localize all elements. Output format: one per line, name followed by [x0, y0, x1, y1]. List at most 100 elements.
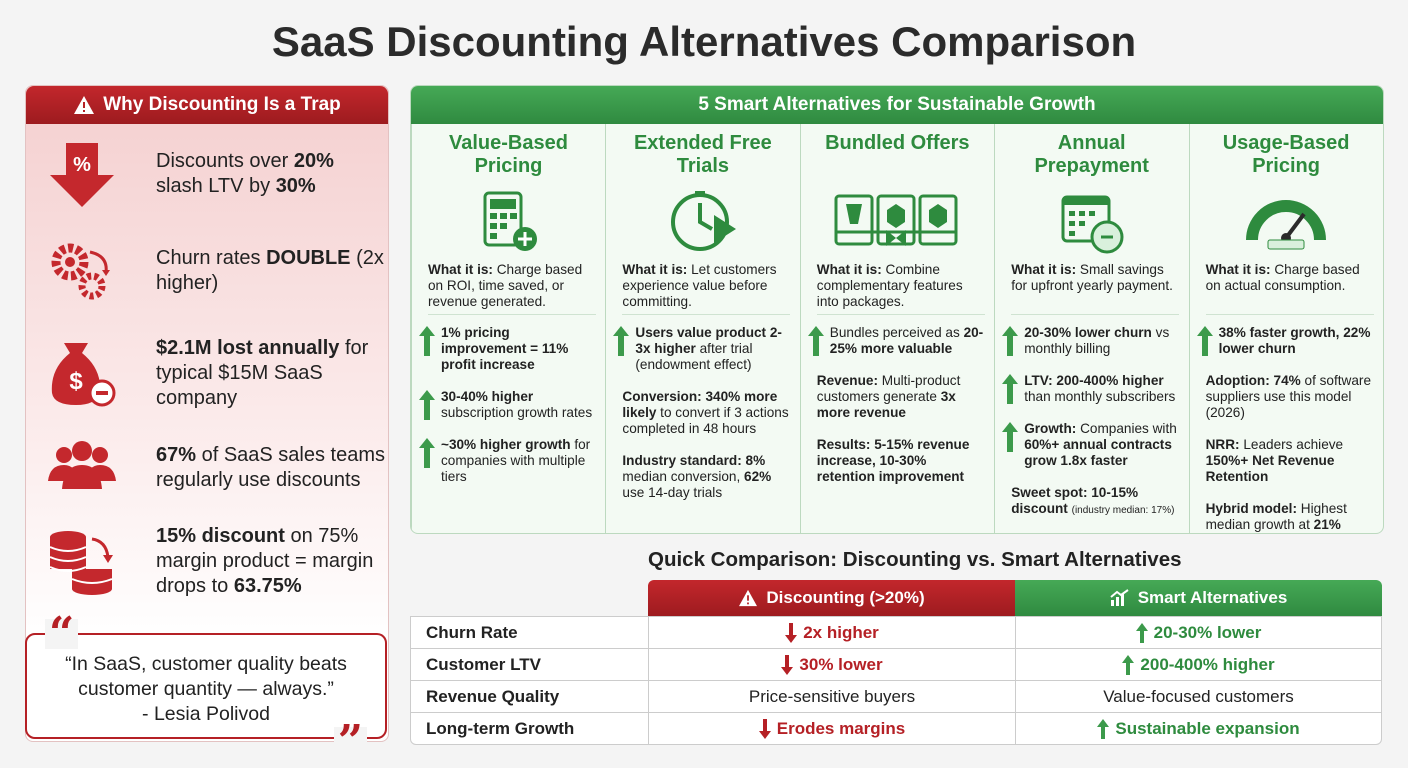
text-run: Leaders achieve [1239, 437, 1344, 452]
bold-run: Growth: [1024, 421, 1077, 436]
trap-icon [49, 530, 113, 595]
table-header: Smart Alternatives [1015, 580, 1382, 616]
text-run: median conversion, [622, 469, 745, 484]
up-arrow [1002, 422, 1019, 452]
text-run: use 14-day trials [622, 485, 723, 500]
discounting-cell: Price-sensitive buyers [648, 680, 1016, 713]
alternatives-panel: 5 Smart Alternatives for Sustainable Gro… [410, 85, 1384, 534]
divider [1205, 314, 1374, 315]
down-arrow [785, 622, 798, 643]
trap-icon [48, 441, 116, 489]
cell-text: 20-30% lower [1153, 622, 1262, 642]
highlight: LTV: 200-400% higher than monthly subscr… [1002, 373, 1179, 405]
text-run: Discounts over [156, 150, 294, 172]
text-run: Charge based on actual consumption. [1205, 262, 1360, 293]
bold-run: 30% [275, 175, 316, 197]
column-icon [1199, 182, 1374, 262]
quote-mark: “ [45, 612, 79, 656]
divider [428, 314, 596, 315]
what-it-is: What it is: Charge based on actual consu… [1206, 262, 1374, 310]
up-arrow [1097, 718, 1110, 739]
bold-run: What it is: [1205, 262, 1271, 277]
column-title: Bundled Offers [825, 132, 970, 154]
bold-run: What it is: [428, 262, 493, 277]
text-run: after trial (endowment effect) [635, 341, 753, 372]
trap-text: $2.1M lost annually for typical $15M Saa… [156, 336, 386, 411]
row-label: Long-term Growth [410, 712, 649, 745]
note: Conversion: 340% more likely to convert … [622, 389, 790, 437]
note: NRR: Leaders achieve 150%+ Net Revenue R… [1206, 437, 1374, 485]
row-label: Customer LTV [410, 648, 649, 681]
header-text: Discounting (>20%) [766, 588, 925, 607]
column-icon [1004, 182, 1179, 262]
row-label: Revenue Quality [410, 680, 649, 713]
text-run: slash LTV by [156, 175, 276, 197]
highlight-text: 30-40% higher subscription growth rates [441, 389, 596, 421]
alternative-column: Usage-Based Pricing What it is: Charge ba… [1188, 124, 1383, 533]
icon-graphic [483, 191, 537, 251]
trap-item: % Discounts over 20% slash LTV by 30% [46, 139, 386, 209]
quote-mark: ” [333, 720, 367, 764]
cell-text: Erodes margins [776, 718, 906, 738]
bold-run: LTV: 200-400% higher [1024, 373, 1164, 388]
text-run: Bundles perceived as [829, 325, 964, 340]
bold-run: 150%+ Net Revenue Retention [1205, 453, 1335, 484]
trap-item: $ $2.1M lost annually for typical $15M Sa… [46, 336, 386, 411]
bold-run: NRR: [1205, 437, 1240, 452]
column-title: Usage-Based Pricing [1222, 132, 1350, 177]
row-label-text: Revenue Quality [426, 686, 560, 706]
alternatives-title: 5 Smart Alternatives for Sustainable Gro… [698, 94, 1096, 115]
highlight-text: 38% faster growth, 22% lower churn [1219, 325, 1374, 357]
text-run: Churn rates [156, 247, 267, 269]
up-arrow [807, 326, 824, 356]
up-arrow [1196, 326, 1213, 356]
alternative-column: Bundled Offers What it is: Combine comple… [799, 124, 994, 533]
column-title: Annual Prepayment [1034, 132, 1149, 177]
column-title: Extended Free Trials [633, 132, 772, 177]
svg-text:$: $ [69, 368, 83, 395]
alternatives-cell: Sustainable expansion [1015, 712, 1382, 745]
note: Revenue: Multi-product customers generat… [817, 373, 985, 421]
text-run: Small savings for upfront yearly payment… [1011, 262, 1173, 293]
highlight-text: ~30% higher growth for companies with mu… [441, 437, 596, 485]
icon-graphic [834, 194, 958, 246]
text-run: than monthly subscribers [1024, 389, 1176, 404]
up-arrow [1002, 374, 1019, 404]
trap-title: Why Discounting Is a Trap [103, 94, 341, 115]
trap-item: 15% discount on 75% margin product = mar… [46, 524, 386, 599]
quote-text: “In SaaS, customer quality beats custome… [65, 653, 347, 700]
note: Industry standard: 8% median conversion,… [622, 453, 790, 501]
text-run: on 75% margin product = margin drops to [156, 525, 374, 597]
trap-item: Churn rates DOUBLE (2x higher) [46, 236, 386, 306]
column-icon [615, 182, 790, 262]
up-arrow [419, 326, 435, 356]
what-it-is: What it is: Charge based on ROI, time sa… [428, 262, 596, 310]
text-run: Highest median growth at [1205, 501, 1347, 532]
trap-icon [51, 243, 110, 300]
small-run: (industry median: 17%) [1071, 505, 1175, 516]
bold-run: Revenue: [816, 373, 878, 388]
discounting-cell: Erodes margins [648, 712, 1016, 745]
bold-run: 38% faster growth, 22% lower churn [1218, 325, 1371, 356]
table-title: Quick Comparison: Discounting vs. Smart … [648, 548, 1182, 571]
bold-run: $2.1M lost annually [156, 337, 340, 359]
text-run: of software suppliers use this model (20… [1205, 373, 1372, 420]
highlight-text: 1% pricing improvement = 11% profit incr… [441, 325, 596, 373]
column-icon [810, 182, 985, 262]
comparison-table: Discounting (>20%) Smart Alternatives Chur… [410, 580, 1382, 745]
discounting-cell: 2x higher [648, 616, 1016, 649]
cell-text: Value-focused customers [1103, 686, 1294, 706]
bold-run: Results: 5-15% revenue increase, 10-30% … [816, 437, 970, 484]
text-run: subscription growth rates [441, 405, 593, 420]
trap-header: Why Discounting Is a Trap [26, 86, 388, 124]
highlight: 30-40% higher subscription growth rates [419, 389, 596, 421]
row-label-text: Customer LTV [426, 654, 541, 674]
alternatives-cell: 20-30% lower [1015, 616, 1382, 649]
text-run: for typical $15M SaaS company [156, 337, 369, 409]
bold-run: Hybrid model: [1205, 501, 1297, 516]
cell-text: Sustainable expansion [1115, 718, 1300, 738]
bold-run: 15% discount [156, 525, 285, 547]
highlight: ~30% higher growth for companies with mu… [419, 437, 596, 485]
down-arrow [781, 654, 794, 675]
up-arrow [613, 326, 630, 356]
